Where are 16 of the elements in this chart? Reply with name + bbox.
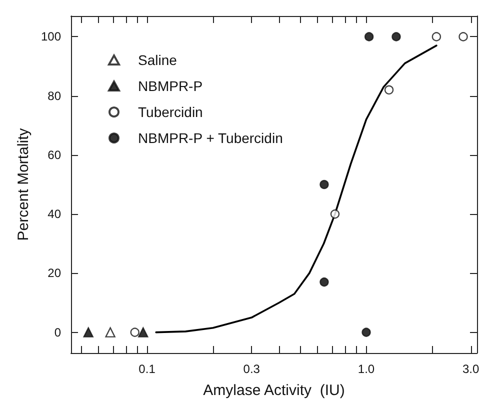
x-tick-label: 0.1 [138, 362, 156, 376]
legend-label: NBMPR-P [138, 78, 203, 94]
legend-label: Tubercidin [138, 104, 203, 120]
x-tick-label: 0.3 [243, 362, 260, 376]
y-tick-label: 80 [48, 88, 62, 103]
x-tick-label: 3.0 [462, 362, 480, 376]
y-tick-label: 60 [48, 148, 62, 162]
x-tick-label: 1.0 [358, 362, 375, 376]
y-axis-title: Percent Mortality [15, 128, 32, 241]
y-tick-label: 100 [40, 30, 62, 44]
x-axis-title: Amylase Activity (IU) [203, 382, 345, 399]
legend-label: Saline [138, 52, 178, 68]
y-tick-label: 0 [54, 325, 62, 340]
y-tick-label: 20 [48, 266, 62, 280]
y-tick-label: 40 [48, 207, 62, 222]
legend-label: NBMPR-P + Tubercidin [138, 130, 283, 146]
